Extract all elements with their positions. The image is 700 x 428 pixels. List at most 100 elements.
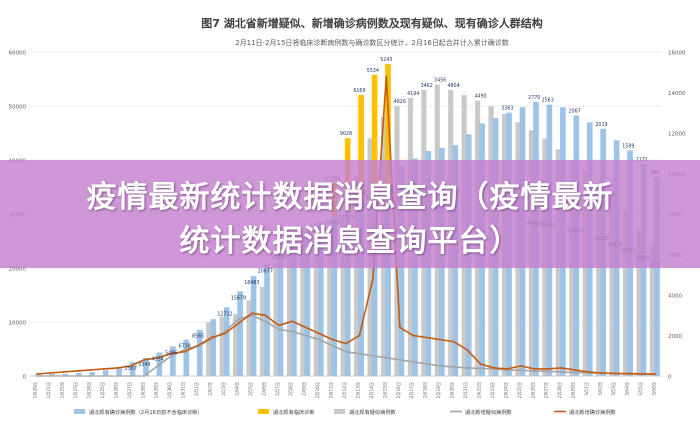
line-point bbox=[264, 314, 267, 317]
x-tick-label: 2月20日 bbox=[450, 382, 456, 398]
line-point bbox=[49, 372, 52, 374]
data-label: 2567 bbox=[125, 366, 137, 372]
x-tick-label: 2月7日 bbox=[275, 382, 281, 396]
x-tick-label: 1月30日 bbox=[167, 382, 173, 398]
data-label: 3456 bbox=[434, 77, 446, 83]
bar-confirmed bbox=[640, 164, 647, 376]
data-label: 12712 bbox=[217, 311, 232, 317]
line-point bbox=[345, 350, 347, 353]
x-tick-label: 2月24日 bbox=[503, 382, 509, 398]
line-point bbox=[385, 75, 388, 78]
x-tick-label: 2月3日 bbox=[221, 382, 227, 396]
chart-title: 图7 湖北省新增疑似、新增确诊病例数及现有疑似、现有确诊人群结构 bbox=[201, 16, 542, 30]
data-label: 4804 bbox=[447, 83, 459, 89]
bar-confirmed bbox=[223, 307, 230, 376]
line-point bbox=[466, 367, 468, 369]
line-point bbox=[224, 332, 226, 335]
x-tick-label: 1月28日 bbox=[140, 382, 146, 398]
x-tick-label: 2月28日 bbox=[557, 382, 563, 398]
x-tick-label: 2月22日 bbox=[476, 382, 482, 398]
line-point bbox=[250, 312, 253, 315]
bar-suspected bbox=[300, 235, 306, 376]
x-tick-label: 2月12日 bbox=[342, 382, 348, 398]
bar-confirmed bbox=[291, 241, 297, 376]
line-point bbox=[291, 330, 294, 333]
bar-suspected bbox=[246, 300, 252, 376]
line-point bbox=[62, 371, 65, 373]
legend-entry: 湖北新增确诊病例数 bbox=[569, 408, 617, 416]
x-tick-label: 1月21日 bbox=[46, 382, 52, 398]
x-tick-label: 2月2日 bbox=[208, 382, 214, 396]
data-label: 4490 bbox=[474, 94, 486, 100]
line-point bbox=[439, 364, 442, 367]
left-tick-label: 10000 bbox=[9, 321, 27, 327]
line-point bbox=[600, 372, 603, 374]
x-tick-label: 2月5日 bbox=[248, 382, 254, 396]
line-point bbox=[533, 370, 536, 372]
x-tick-label: 1月23日 bbox=[73, 382, 79, 398]
banner-line-2: 统计数据消息查询平台） bbox=[179, 224, 521, 259]
x-tick-label: 1月22日 bbox=[60, 382, 66, 398]
line-point bbox=[425, 336, 428, 339]
line-point bbox=[331, 338, 334, 341]
bar-confirmed bbox=[102, 370, 109, 376]
right-tick-label: 16000 bbox=[668, 51, 686, 57]
line-point bbox=[291, 320, 294, 323]
line-point bbox=[587, 371, 589, 373]
x-tick-label: 1月27日 bbox=[127, 382, 133, 398]
legend-entry: 湖北现有临床诊断 bbox=[273, 408, 315, 416]
line-point bbox=[573, 371, 576, 374]
line-point bbox=[573, 369, 576, 371]
bar-confirmed bbox=[183, 339, 190, 376]
bar-confirmed bbox=[398, 166, 405, 376]
x-tick-label: 2月11日 bbox=[329, 382, 335, 398]
line-point bbox=[264, 320, 267, 323]
x-tick-label: 3月2日 bbox=[597, 382, 603, 396]
chart-subtitle: 2月11日-2月15日将临床诊断病例数与确诊数区分统计，2月16日起合并计入累计… bbox=[235, 38, 509, 47]
bar-confirmed bbox=[89, 372, 96, 376]
x-tick-label: 2月21日 bbox=[463, 382, 469, 398]
bar-confirmed bbox=[385, 185, 391, 376]
bar-suspected bbox=[259, 286, 266, 376]
line-point bbox=[412, 360, 415, 363]
line-point bbox=[439, 338, 442, 341]
line-point bbox=[493, 367, 495, 369]
data-label: 3363 bbox=[501, 106, 513, 112]
line-point bbox=[237, 318, 240, 321]
line-point bbox=[224, 330, 226, 333]
x-tick-label: 2月29日 bbox=[571, 382, 577, 398]
line-point bbox=[304, 326, 307, 329]
x-tick-label: 2月18日 bbox=[423, 382, 429, 398]
bar-suspected bbox=[623, 211, 629, 376]
line-point bbox=[466, 348, 468, 351]
data-label: 8565 bbox=[192, 334, 204, 340]
bar-suspected bbox=[636, 230, 642, 376]
line-point bbox=[331, 344, 334, 347]
x-tick-label: 2月1日 bbox=[194, 382, 200, 396]
bar-clinical bbox=[371, 74, 378, 191]
left-tick-label: 20000 bbox=[9, 267, 27, 273]
x-tick-label: 1月31日 bbox=[181, 382, 187, 398]
line-point bbox=[358, 334, 361, 337]
line-point bbox=[170, 352, 173, 355]
line-point bbox=[170, 354, 173, 357]
line-point bbox=[371, 277, 374, 280]
line-point bbox=[277, 328, 280, 331]
x-tick-label: 1月25日 bbox=[100, 382, 106, 398]
bar-confirmed bbox=[371, 190, 378, 376]
line-point bbox=[250, 314, 253, 317]
bar-suspected bbox=[649, 246, 655, 376]
data-label: 5486 bbox=[165, 350, 177, 356]
line-point bbox=[129, 364, 132, 367]
line-point bbox=[183, 348, 186, 351]
data-label: 3349 bbox=[138, 362, 150, 368]
line-point bbox=[398, 358, 401, 361]
right-tick-label: 14000 bbox=[668, 91, 686, 97]
data-label: 15679 bbox=[231, 295, 246, 301]
x-tick-label: 1月29日 bbox=[154, 382, 160, 398]
x-tick-label: 2月16日 bbox=[396, 382, 402, 398]
data-label: 20677 bbox=[258, 268, 273, 274]
data-label: 2563 bbox=[542, 98, 554, 104]
x-tick-label: 3月5日 bbox=[638, 382, 644, 396]
data-label: 3462 bbox=[421, 83, 433, 89]
